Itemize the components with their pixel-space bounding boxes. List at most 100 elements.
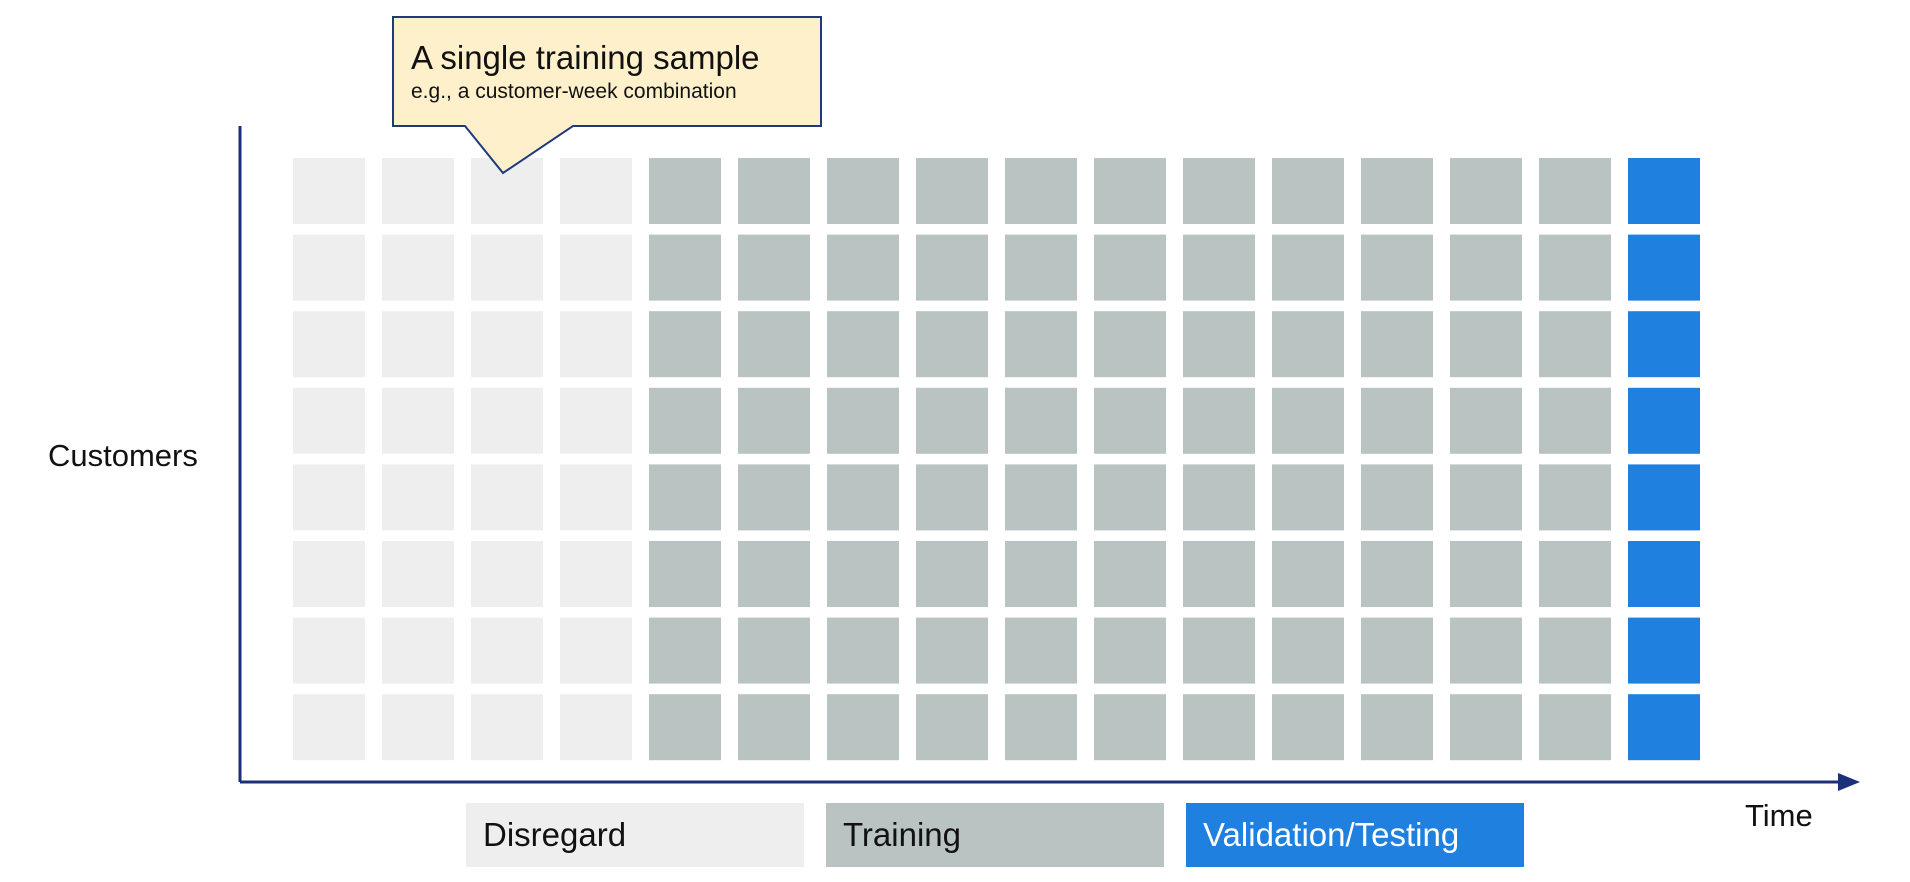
sample-cell <box>1361 617 1433 684</box>
sample-cell <box>1361 464 1433 531</box>
legend-swatch-disregard <box>466 803 804 867</box>
sample-cell <box>560 541 632 607</box>
sample-cell <box>738 387 810 454</box>
legend-disregard-label: Disregard <box>483 816 627 853</box>
sample-cell <box>1272 158 1344 224</box>
sample-cell <box>916 311 988 378</box>
sample-cell <box>1539 617 1611 684</box>
sample-cell <box>1005 694 1077 761</box>
sample-cell <box>827 311 899 378</box>
sample-cell <box>1005 464 1077 531</box>
sample-cell <box>1094 234 1166 301</box>
sample-cell <box>916 158 988 224</box>
sample-cell <box>1183 387 1255 454</box>
sample-cell <box>1539 311 1611 378</box>
sample-cell <box>1094 541 1166 607</box>
sample-cell <box>382 311 454 378</box>
sample-cell <box>560 617 632 684</box>
sample-cell <box>1361 694 1433 761</box>
callout-bubble <box>392 16 822 175</box>
sample-cell <box>1450 464 1522 531</box>
sample-cell <box>649 617 721 684</box>
sample-cell <box>560 387 632 454</box>
sample-cell <box>738 311 810 378</box>
sample-cell <box>1005 541 1077 607</box>
sample-cell <box>1005 158 1077 224</box>
sample-cell <box>1183 311 1255 378</box>
sample-cell <box>1539 158 1611 224</box>
legend <box>466 803 1524 867</box>
x-axis-arrowhead-icon <box>1838 773 1860 791</box>
sample-cell <box>1450 617 1522 684</box>
legend-swatch-validation <box>1186 803 1524 867</box>
sample-cell <box>1539 387 1611 454</box>
callout-subtitle: e.g., a customer-week combination <box>411 80 737 103</box>
sample-cell <box>1183 541 1255 607</box>
sample-cell <box>293 311 365 378</box>
sample-cell <box>471 694 543 761</box>
sample-cell <box>471 617 543 684</box>
legend-swatch-training <box>826 803 1164 867</box>
sample-cell <box>1539 464 1611 531</box>
sample-cell <box>1361 234 1433 301</box>
sample-cell <box>560 158 632 224</box>
sample-cell <box>382 617 454 684</box>
sample-cell <box>1628 311 1700 378</box>
sample-cell <box>1094 464 1166 531</box>
sample-cell <box>382 464 454 531</box>
sample-cell <box>1005 234 1077 301</box>
sample-cell <box>649 158 721 224</box>
sample-cell <box>738 541 810 607</box>
sample-cell <box>1183 694 1255 761</box>
sample-cell <box>1450 541 1522 607</box>
sample-cell <box>471 541 543 607</box>
sample-cell <box>471 387 543 454</box>
legend-training-label: Training <box>843 816 961 853</box>
sample-cell <box>738 158 810 224</box>
sample-cell <box>1094 694 1166 761</box>
sample-cell <box>1183 234 1255 301</box>
sample-cell <box>827 694 899 761</box>
sample-cell <box>1272 617 1344 684</box>
sample-cell <box>827 234 899 301</box>
sample-cell <box>1450 234 1522 301</box>
sample-cell <box>293 158 365 224</box>
sample-cell <box>1005 387 1077 454</box>
sample-cell <box>1628 617 1700 684</box>
sample-cell <box>1272 694 1344 761</box>
sample-cell <box>560 464 632 531</box>
sample-cell <box>1628 541 1700 607</box>
sample-cell <box>293 694 365 761</box>
sample-cell <box>827 158 899 224</box>
sample-cell <box>916 234 988 301</box>
sample-cell <box>471 311 543 378</box>
sample-cell <box>738 694 810 761</box>
sample-cell <box>1361 387 1433 454</box>
sample-cell <box>1361 311 1433 378</box>
sample-cell <box>382 387 454 454</box>
sample-cell <box>1094 617 1166 684</box>
sample-cell <box>1628 158 1700 224</box>
sample-cell <box>293 387 365 454</box>
x-axis-label: Time <box>1745 798 1813 833</box>
sample-cell <box>1094 311 1166 378</box>
sample-cell <box>738 617 810 684</box>
sample-cell <box>738 464 810 531</box>
y-axis-label: Customers <box>48 438 198 473</box>
sample-cell <box>1005 617 1077 684</box>
sample-cell <box>382 694 454 761</box>
sample-cell <box>827 541 899 607</box>
legend-validation-label: Validation/Testing <box>1203 816 1460 853</box>
sample-cell <box>382 158 454 224</box>
sample-cell <box>649 464 721 531</box>
sample-grid <box>293 158 1700 761</box>
sample-cell <box>1272 541 1344 607</box>
sample-cell <box>916 694 988 761</box>
sample-cell <box>1450 694 1522 761</box>
sample-cell <box>1272 464 1344 531</box>
sample-cell <box>916 617 988 684</box>
sample-cell <box>382 541 454 607</box>
sample-cell <box>1450 387 1522 454</box>
sample-cell <box>1183 617 1255 684</box>
